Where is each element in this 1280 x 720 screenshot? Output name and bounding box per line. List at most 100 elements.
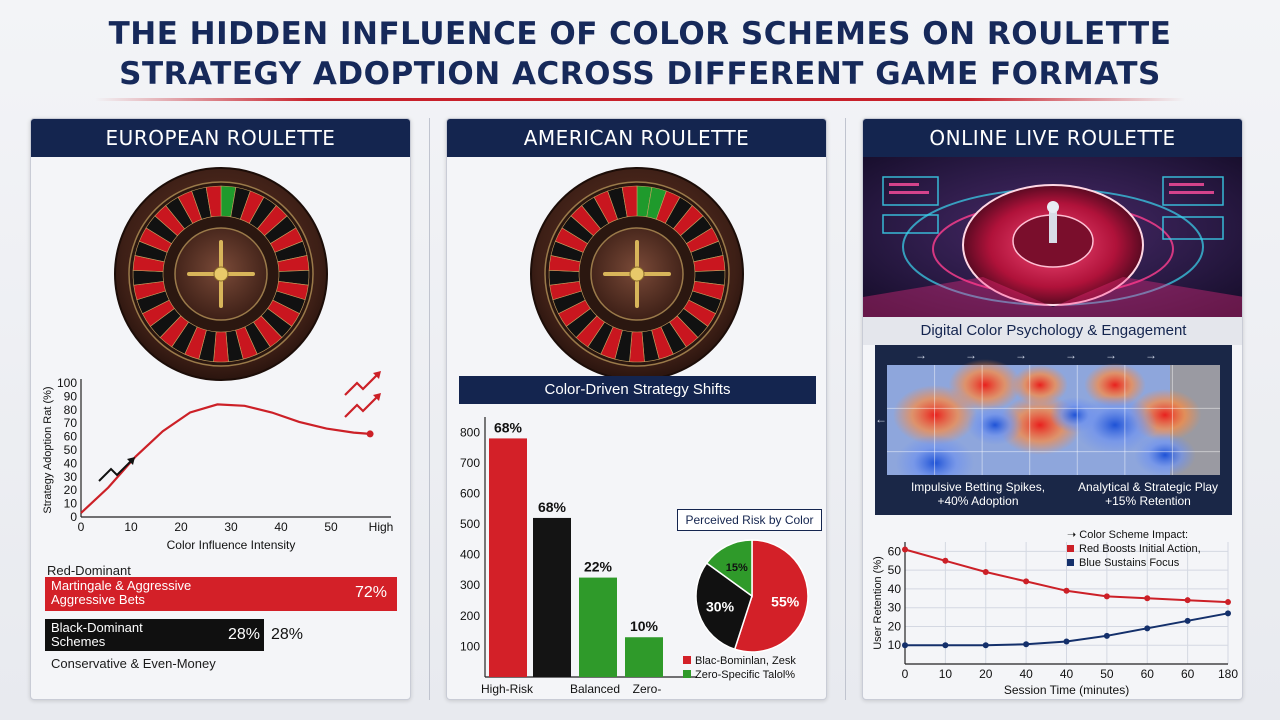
- x-tick-label: 10: [124, 520, 138, 534]
- heatmap-left-caption-line-1: Impulsive Betting Spikes,: [910, 480, 1046, 494]
- x-tick-label: 0: [902, 667, 909, 681]
- legend-swatch: [1067, 545, 1074, 552]
- flow-arrow-icon: →: [965, 348, 977, 362]
- red-dominant-label: Red-Dominant: [47, 563, 131, 578]
- online-digital-wheel-illustration: [863, 157, 1242, 317]
- european-panel: EUROPEAN ROULETTE 0 10 20 30 40 50 60 70 80 90 100…: [30, 118, 411, 700]
- bar-data-label: 22%: [584, 559, 613, 575]
- retention-point: [902, 546, 908, 553]
- american-strategy-bar-chart: 100 200 300 400 500 600 700 800 68% 68% 22% 10% High…: [460, 417, 697, 697]
- flow-arrow-icon: →: [1065, 348, 1077, 362]
- heatmap-left-caption-line-2: +40% Adoption: [937, 494, 1019, 508]
- heatmap-right-caption: Analytical & Strategic Play +15% Retenti…: [1063, 480, 1233, 508]
- red-bar-value: 72%: [354, 584, 387, 601]
- wheel-pocket: [205, 185, 222, 218]
- heatmap-right-caption-line-1: Analytical & Strategic Play: [1077, 480, 1219, 494]
- perceived-risk-banner: Perceived Risk by Color: [677, 509, 822, 531]
- title-line-1: THE HIDDEN INFLUENCE OF COLOR SCHEMES ON…: [108, 16, 1172, 52]
- y-tick-label: 40: [888, 582, 902, 596]
- retention-point: [982, 642, 989, 649]
- y-tick-label: 20: [888, 619, 902, 633]
- rising-arrow-icon: [344, 374, 378, 396]
- x-tick-label: 0: [78, 520, 85, 534]
- red-bar-text: Martingale & Aggressive Aggressive Bets: [51, 578, 192, 607]
- heatmap-hotspot: [1049, 397, 1101, 433]
- y-axis-label: Strategy Adoption Rat (%): [42, 386, 54, 513]
- title-underline: [95, 98, 1185, 101]
- american-heading: AMERICAN ROULETTE: [447, 119, 826, 157]
- x-tick-label: 20: [174, 520, 188, 534]
- page-title: THE HIDDEN INFLUENCE OF COLOR SCHEMES ON…: [0, 14, 1280, 94]
- y-tick-label: 0: [70, 510, 77, 524]
- wheel-pocket: [621, 185, 638, 218]
- retention-point: [1144, 595, 1151, 602]
- adoption-line: [80, 403, 371, 514]
- heatmap-hotspot: [948, 359, 1022, 411]
- retention-point: [1063, 638, 1070, 645]
- bar-category-label: Zero-: [633, 682, 662, 696]
- bar-category-label: Approaches: [563, 696, 627, 697]
- title-line-2: STRATEGY ADOPTION ACROSS DIFFERENT GAME …: [119, 56, 1161, 92]
- y-tick-label: 100: [460, 639, 480, 653]
- y-tick-label: 200: [460, 609, 480, 623]
- y-tick-label: 30: [64, 470, 78, 484]
- bar-category-label: Tactics: [629, 696, 666, 697]
- retention-point: [1023, 578, 1030, 585]
- y-tick-label: 80: [64, 403, 78, 417]
- x-tick-label: 40: [1060, 667, 1074, 681]
- strategy-shifts-banner: Color-Driven Strategy Shifts: [459, 376, 816, 404]
- black-bar-value-outside: 28%: [271, 626, 304, 643]
- strategy-bar: [625, 637, 663, 677]
- black-bar-text: Black-Dominant Schemes: [51, 620, 143, 649]
- legend-swatch: [1067, 559, 1074, 566]
- retention-point: [1225, 610, 1231, 617]
- pie-legend: Blac-Bominlan, Zesk Zero-Specific Talol%: [683, 654, 796, 682]
- x-tick-label: 40: [274, 520, 288, 534]
- retention-line-chart: 10 20 30 40 50 60 0 10 20 40 40 50 60 60 180 Session Ti…: [872, 529, 1238, 697]
- flow-arrow-icon: →: [1105, 348, 1117, 362]
- y-tick-label: 60: [64, 430, 78, 444]
- heatmap-right-caption-line-2: +15% Retention: [1105, 494, 1191, 508]
- pie-slice-label: 30%: [706, 598, 735, 614]
- rising-arrow-icon: [344, 396, 378, 418]
- engagement-heatmap: → → → → → → ←: [875, 345, 1232, 515]
- y-tick-label: 600: [460, 486, 480, 500]
- y-axis-label: User Retention (%): [872, 556, 884, 650]
- adoption-end-point: [366, 430, 374, 438]
- y-tick-label: 400: [460, 548, 480, 562]
- retention-point: [1184, 617, 1191, 624]
- bar-category-label: Double-Zero: [474, 696, 541, 697]
- bar-data-label: 68%: [538, 499, 567, 515]
- flow-arrow-icon: →: [1015, 348, 1027, 362]
- y-tick-label: 500: [460, 517, 480, 531]
- heatmap-hotspot: [1134, 433, 1196, 477]
- heatmap-hotspot: [1012, 365, 1068, 405]
- rising-arrow-head-icon: [373, 371, 381, 379]
- trend-arrow-icon: [98, 460, 132, 482]
- retention-point: [1063, 587, 1070, 594]
- rising-arrow-head-icon: [373, 393, 381, 401]
- y-tick-label: 30: [888, 601, 902, 615]
- retention-point: [982, 569, 989, 576]
- heatmap-caption-bar: [875, 475, 1232, 515]
- heatmap-banner: Digital Color Psychology & Engagement: [863, 317, 1242, 345]
- panel-divider: [845, 118, 846, 700]
- retention-point: [942, 642, 949, 649]
- heatmap-hotspot: [967, 405, 1023, 445]
- american-panel: AMERICAN ROULETTE Color-Driven Strategy …: [446, 118, 827, 700]
- y-tick-label: 20: [64, 483, 78, 497]
- x-tick-label: 180: [1218, 667, 1238, 681]
- online-panel: ONLINE LIVE ROULETTE Digital Color Psych…: [862, 118, 1243, 700]
- x-tick-label: High: [369, 520, 394, 534]
- strategy-bar: [579, 577, 617, 677]
- retention-point: [1184, 597, 1191, 604]
- pie-slice: [695, 562, 753, 651]
- strategy-bar: [489, 438, 527, 677]
- x-tick-label: 20: [979, 667, 993, 681]
- y-tick-label: 60: [888, 544, 902, 558]
- bar-data-label: 68%: [494, 419, 523, 435]
- bar-data-label: 10%: [630, 618, 659, 634]
- perceived-risk-pie-chart: 55% 30% 15%: [695, 539, 809, 653]
- heatmap-left-caption: Impulsive Betting Spikes, +40% Adoption: [893, 480, 1063, 508]
